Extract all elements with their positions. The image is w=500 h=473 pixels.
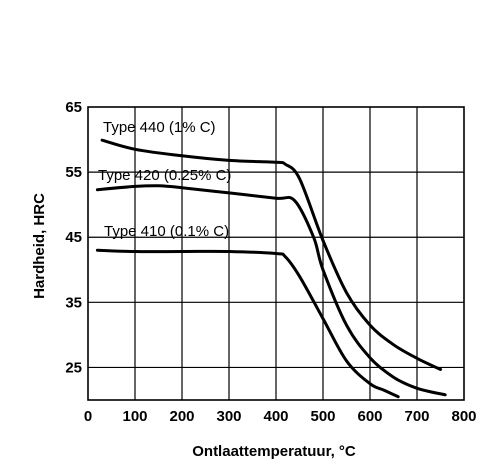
x-tick-label: 400 [263,408,288,425]
series-lines [95,138,447,399]
x-tick-label: 300 [216,408,241,425]
y-tick-label: 25 [65,359,82,376]
series-line-type-420 [95,184,447,397]
x-tick-label: 100 [122,408,147,425]
y-tick-labels: 25 35 45 55 65 [65,99,82,376]
series-line-type-440 [100,138,442,371]
y-tick-label: 55 [65,164,82,181]
y-axis-title: Hardheid, HRC [31,193,48,299]
x-tick-labels: 0 100 200 300 400 500 600 700 800 [84,408,477,425]
x-tick-label: 800 [451,408,476,425]
y-tick-label: 45 [65,229,82,246]
series-labels: Type 440 (1% C) Type 420 (0.25% C) Type 41… [98,119,231,240]
x-tick-label: 500 [310,408,335,425]
series-label-type-420: Type 420 (0.25% C) [98,167,231,184]
y-tick-label: 65 [65,99,82,116]
x-tick-label: 600 [357,408,382,425]
plot-frame [87,106,465,401]
series-line-type-410 [95,248,400,399]
x-tick-label: 700 [404,408,429,425]
x-tick-label: 200 [169,408,194,425]
series-label-type-440: Type 440 (1% C) [103,119,216,136]
x-tick-label: 0 [84,408,92,425]
x-axis-title: Ontlaattemperatuur, °C [192,443,356,460]
series-label-type-410: Type 410 (0.1% C) [104,223,229,240]
y-tick-label: 35 [65,294,82,311]
